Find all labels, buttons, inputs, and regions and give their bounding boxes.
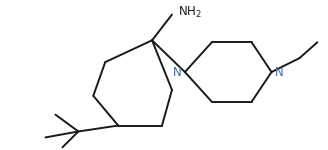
Text: N: N — [173, 66, 182, 79]
Text: NH$_2$: NH$_2$ — [178, 5, 202, 20]
Text: N: N — [275, 66, 283, 79]
